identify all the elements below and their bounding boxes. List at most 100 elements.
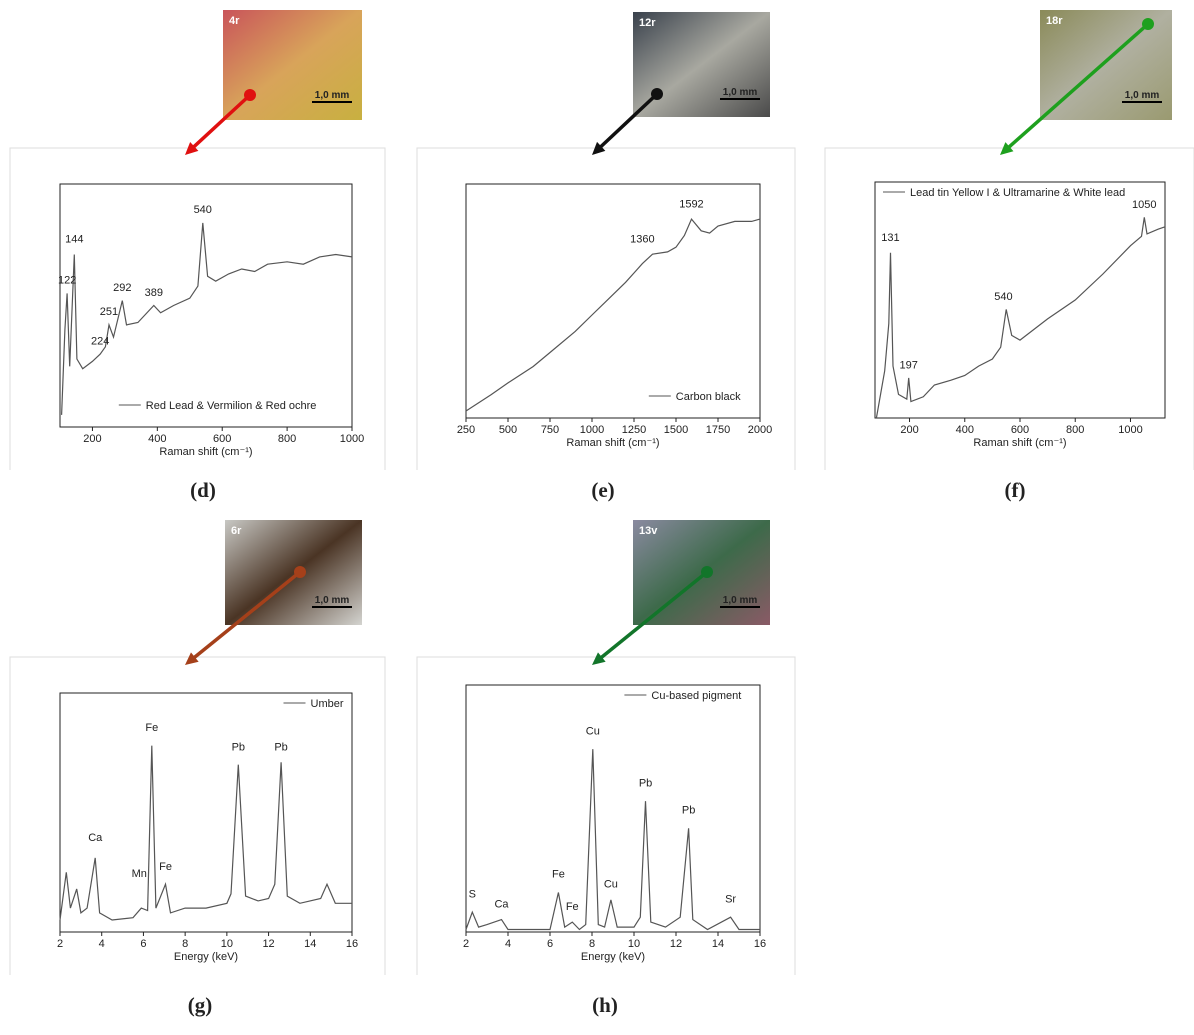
arrow-shaft xyxy=(596,92,659,151)
plot-frame xyxy=(59,183,353,428)
arrow-head xyxy=(592,652,606,665)
x-tick-label: 10 xyxy=(221,938,233,950)
x-tick-label: 800 xyxy=(1066,424,1084,436)
spectrum-line xyxy=(59,745,352,921)
spectrum-line xyxy=(61,222,353,415)
x-tick-label: 2 xyxy=(463,938,469,950)
peak-label: Fe xyxy=(552,869,565,881)
arrow-head xyxy=(592,141,606,155)
peak-label: 389 xyxy=(145,287,163,299)
x-tick-label: 800 xyxy=(278,433,296,445)
chart-border xyxy=(9,147,386,470)
x-tick-label: 1000 xyxy=(340,433,364,445)
scale-bar-label: 1,0 mm xyxy=(723,87,758,98)
arrow-shaft xyxy=(1004,22,1150,152)
panel-label: (g) xyxy=(188,993,213,1017)
legend-label: Umber xyxy=(311,698,344,710)
peak-label: 540 xyxy=(994,291,1012,303)
x-axis-label: Raman shift (cm⁻¹) xyxy=(566,437,659,449)
x-axis-label: Energy (keV) xyxy=(581,951,645,963)
peak-label: Sr xyxy=(725,893,736,905)
scale-bar-label: 1,0 mm xyxy=(1125,90,1160,101)
spectrum-line xyxy=(465,749,760,931)
x-tick-label: 250 xyxy=(457,424,475,436)
peak-label: S xyxy=(469,888,476,900)
sample-photo xyxy=(223,10,362,120)
x-tick-label: 12 xyxy=(262,938,274,950)
x-tick-label: 200 xyxy=(900,424,918,436)
arrow-origin xyxy=(651,88,663,100)
arrow-shaft xyxy=(597,570,709,662)
peak-label: 122 xyxy=(58,275,76,287)
peak-label: Mn xyxy=(132,868,147,880)
plot-frame xyxy=(874,181,1166,419)
x-tick-label: 12 xyxy=(670,938,682,950)
arrow-head xyxy=(185,141,199,155)
x-tick-label: 16 xyxy=(346,938,358,950)
spectrum-line xyxy=(875,217,1166,419)
peak-label: Pb xyxy=(274,741,287,753)
peak-label: 1360 xyxy=(630,234,654,246)
x-axis-label: Energy (keV) xyxy=(174,951,238,963)
peak-label: Pb xyxy=(639,777,652,789)
peak-label: Fe xyxy=(145,722,158,734)
x-tick-label: 4 xyxy=(99,938,105,950)
peak-label: 292 xyxy=(113,282,131,294)
peak-label: Ca xyxy=(88,832,103,844)
scale-bar-label: 1,0 mm xyxy=(315,90,350,101)
x-tick-label: 750 xyxy=(541,424,559,436)
x-axis-label: Raman shift (cm⁻¹) xyxy=(159,446,252,458)
x-tick-label: 1750 xyxy=(706,424,730,436)
peak-label: 224 xyxy=(91,335,109,347)
x-tick-label: 8 xyxy=(589,938,595,950)
arrow-shaft xyxy=(189,93,252,151)
panel-label: (f) xyxy=(1005,478,1026,502)
arrow-origin xyxy=(701,566,713,578)
x-tick-label: 600 xyxy=(1011,424,1029,436)
arrow-origin xyxy=(1142,18,1154,30)
sample-photo xyxy=(225,520,362,625)
x-tick-label: 2000 xyxy=(748,424,772,436)
sample-id: 4r xyxy=(229,15,240,27)
spectrum-line xyxy=(465,217,761,412)
x-tick-label: 400 xyxy=(956,424,974,436)
x-tick-label: 1000 xyxy=(580,424,604,436)
x-tick-label: 14 xyxy=(712,938,724,950)
x-tick-label: 1500 xyxy=(664,424,688,436)
sample-id: 18r xyxy=(1046,15,1063,27)
x-tick-label: 8 xyxy=(182,938,188,950)
legend-label: Cu-based pigment xyxy=(651,690,741,702)
plot-frame xyxy=(59,692,353,933)
panel-label: (d) xyxy=(190,478,216,502)
x-tick-label: 600 xyxy=(213,433,231,445)
x-tick-label: 4 xyxy=(505,938,511,950)
x-tick-label: 16 xyxy=(754,938,766,950)
plot-frame xyxy=(465,183,761,419)
arrow-head xyxy=(1000,142,1014,155)
x-tick-label: 1000 xyxy=(1118,424,1142,436)
x-tick-label: 200 xyxy=(83,433,101,445)
legend-label: Lead tin Yellow I & Ultramarine & White … xyxy=(910,187,1125,199)
peak-label: 251 xyxy=(100,306,118,318)
scale-bar-label: 1,0 mm xyxy=(315,595,350,606)
peak-label: Fe xyxy=(566,901,579,913)
plot-frame xyxy=(465,684,761,933)
peak-label: Fe xyxy=(159,861,172,873)
peak-label: Pb xyxy=(682,804,695,816)
x-tick-label: 500 xyxy=(499,424,517,436)
x-tick-label: 6 xyxy=(140,938,146,950)
x-axis-label: Raman shift (cm⁻¹) xyxy=(973,437,1066,449)
peak-label: 540 xyxy=(194,204,212,216)
x-tick-label: 14 xyxy=(304,938,316,950)
panel-label: (e) xyxy=(591,478,614,502)
x-tick-label: 10 xyxy=(628,938,640,950)
x-tick-label: 400 xyxy=(148,433,166,445)
arrow-origin xyxy=(244,89,256,101)
peak-label: 197 xyxy=(900,359,918,371)
peak-label: Ca xyxy=(494,898,509,910)
x-tick-label: 2 xyxy=(57,938,63,950)
legend-label: Red Lead & Vermilion & Red ochre xyxy=(146,400,317,412)
x-tick-label: 6 xyxy=(547,938,553,950)
panel-label: (h) xyxy=(592,993,618,1017)
